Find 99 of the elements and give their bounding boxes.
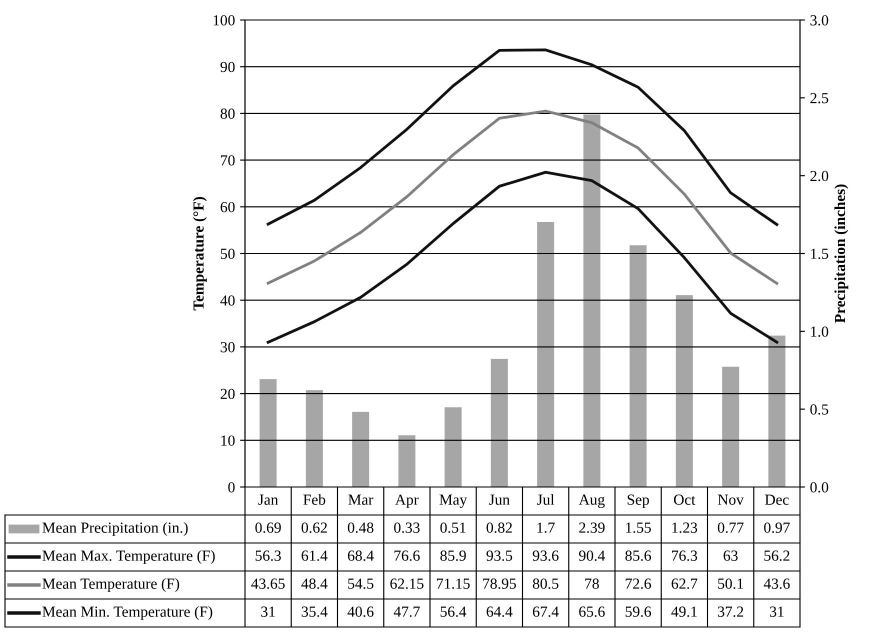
data-label: 50.1 <box>718 578 744 589</box>
line-series <box>266 170 778 344</box>
data-label: 93.5 <box>486 550 512 561</box>
data-label: 0.97 <box>764 522 790 533</box>
legend-label: Mean Temperature (F) <box>42 578 180 592</box>
data-label: 64.4 <box>486 606 513 617</box>
y-tick-label: 80 <box>220 108 235 119</box>
data-label: 48.4 <box>301 578 328 589</box>
legend-label: Mean Min. Temperature (F) <box>42 606 212 620</box>
y-tick-label: 10 <box>221 435 235 446</box>
x-tick-label: Aug <box>578 494 605 508</box>
data-label: 0.69 <box>255 522 281 533</box>
y-tick-label: 0 <box>228 482 235 492</box>
bar <box>630 245 647 487</box>
x-tick-label: Jan <box>258 494 278 505</box>
data-label: 56.3 <box>256 550 281 561</box>
y-tick-label: 30 <box>220 342 235 352</box>
data-label: 67.4 <box>532 606 559 617</box>
y2-tick-label: 2.0 <box>810 170 828 182</box>
x-tick-label: Dec <box>765 494 789 505</box>
y-tick-label: 50 <box>220 248 235 259</box>
data-label: 0.33 <box>394 522 420 533</box>
data-label: 61.4 <box>302 550 328 561</box>
bar <box>444 407 462 487</box>
data-label: 0.48 <box>348 522 374 533</box>
data-label: 76.3 <box>672 550 698 561</box>
data-label: 0.77 <box>718 522 744 533</box>
y2-tick-label: 0.5 <box>810 404 828 415</box>
data-label: 1.55 <box>626 522 651 533</box>
data-label: 47.7 <box>394 606 420 617</box>
data-label: 62.7 <box>672 578 698 589</box>
y-tick-label: 100 <box>214 15 235 26</box>
data-label: 40.6 <box>348 606 374 617</box>
y2-axis-title: Precipitation (inches) <box>834 184 848 323</box>
data-label: 63 <box>724 550 738 561</box>
data-label: 90.4 <box>579 550 606 561</box>
y-axis-title: Temperature (°F) <box>192 197 207 310</box>
y2-tick-label: 1.0 <box>811 326 828 337</box>
y-tick-label: 40 <box>220 295 235 306</box>
y-tick-label: 60 <box>220 202 235 212</box>
y2-tick-label: 2.5 <box>810 93 828 104</box>
data-label: 85.9 <box>440 550 466 561</box>
x-tick-label: Oct <box>674 494 696 505</box>
data-label: 43.6 <box>764 578 790 589</box>
y-tick-label: 70 <box>221 155 235 166</box>
data-label: 31 <box>770 606 784 617</box>
bar <box>722 366 740 487</box>
data-label: 31 <box>261 606 275 617</box>
data-label: 56.2 <box>764 550 790 561</box>
data-label: 71.15 <box>436 578 470 589</box>
bar <box>398 435 416 487</box>
data-label: 54.5 <box>348 578 374 589</box>
data-label: 76.6 <box>394 550 420 561</box>
x-tick-label: Mar <box>348 494 374 505</box>
data-label: 0.51 <box>440 522 466 533</box>
x-tick-label: Jun <box>489 494 510 505</box>
y2-tick-label: 3.0 <box>810 15 828 26</box>
data-label: 78 <box>585 578 599 589</box>
data-label: 1.7 <box>537 522 555 533</box>
data-label: 35.4 <box>302 606 328 617</box>
x-tick-label: Apr <box>395 494 419 508</box>
y2-tick-label: 0.0 <box>810 482 828 493</box>
x-tick-label: May <box>440 494 468 508</box>
bar <box>583 114 600 487</box>
x-tick-label: Jul <box>537 494 554 505</box>
data-label: 72.6 <box>626 578 652 589</box>
data-label: 43.65 <box>251 578 285 589</box>
data-label: 93.6 <box>532 550 559 561</box>
bar <box>768 336 786 487</box>
bar <box>537 222 554 487</box>
bar <box>676 295 693 487</box>
bar <box>260 379 277 487</box>
data-label: 65.6 <box>579 606 605 617</box>
bar <box>352 412 370 487</box>
data-label: 68.4 <box>348 550 374 561</box>
data-label: 85.6 <box>625 550 652 561</box>
data-label: 37.2 <box>718 606 744 617</box>
data-label: 2.39 <box>579 522 605 533</box>
data-label: 59.6 <box>626 606 652 617</box>
legend-label: Mean Max. Temperature (F) <box>42 550 215 564</box>
x-tick-label: Feb <box>303 494 326 505</box>
line-series <box>266 110 778 285</box>
y-tick-label: 20 <box>220 388 235 400</box>
legend-label: Mean Precipitation (in.) <box>42 522 188 536</box>
data-label: 0.82 <box>486 522 512 533</box>
line-series <box>266 48 778 226</box>
data-label: 0.62 <box>302 522 327 533</box>
data-label: 78.95 <box>483 578 516 589</box>
data-label: 62.15 <box>390 578 424 589</box>
data-label: 1.23 <box>672 522 698 533</box>
y-tick-label: 90 <box>220 62 235 72</box>
data-label: 80.5 <box>532 578 558 589</box>
data-label: 56.4 <box>440 606 466 617</box>
bar <box>490 358 508 487</box>
bar <box>306 390 323 487</box>
x-tick-label: Nov <box>718 494 744 505</box>
y2-tick-label: 1.5 <box>811 248 828 260</box>
data-label: 49.1 <box>671 606 697 617</box>
x-tick-label: Sep <box>628 494 649 508</box>
